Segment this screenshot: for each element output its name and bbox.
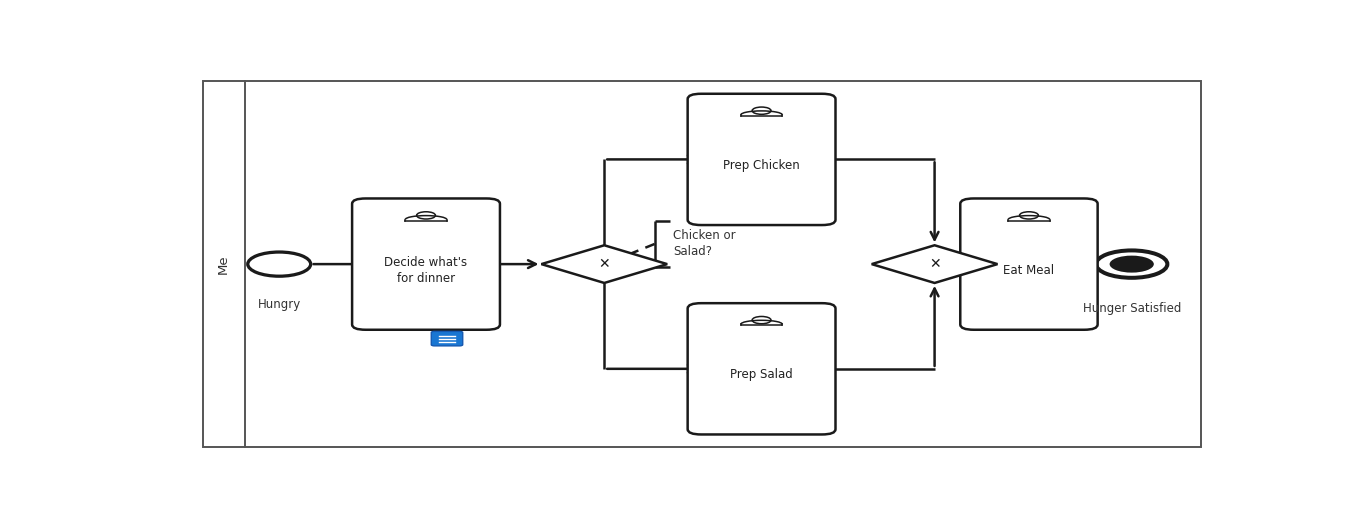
Text: Eat Meal: Eat Meal	[1004, 264, 1054, 277]
Text: ✕: ✕	[598, 257, 610, 271]
Text: Decide what's
for dinner: Decide what's for dinner	[384, 256, 468, 285]
FancyBboxPatch shape	[432, 332, 463, 346]
Text: Me: Me	[216, 254, 230, 274]
FancyBboxPatch shape	[687, 94, 836, 225]
FancyBboxPatch shape	[961, 198, 1097, 330]
Text: Prep Chicken: Prep Chicken	[724, 159, 800, 172]
Circle shape	[248, 252, 311, 276]
Circle shape	[1109, 256, 1154, 272]
FancyBboxPatch shape	[203, 81, 1201, 447]
Text: Hungry: Hungry	[257, 298, 300, 311]
Polygon shape	[871, 245, 997, 283]
Text: Prep Salad: Prep Salad	[731, 368, 793, 381]
Text: ✕: ✕	[928, 257, 940, 271]
Polygon shape	[541, 245, 667, 283]
FancyBboxPatch shape	[687, 303, 836, 435]
Circle shape	[1096, 251, 1168, 278]
Text: Chicken or
Salad?: Chicken or Salad?	[674, 230, 736, 258]
Text: Hunger Satisfied: Hunger Satisfied	[1082, 302, 1181, 315]
FancyBboxPatch shape	[352, 198, 501, 330]
